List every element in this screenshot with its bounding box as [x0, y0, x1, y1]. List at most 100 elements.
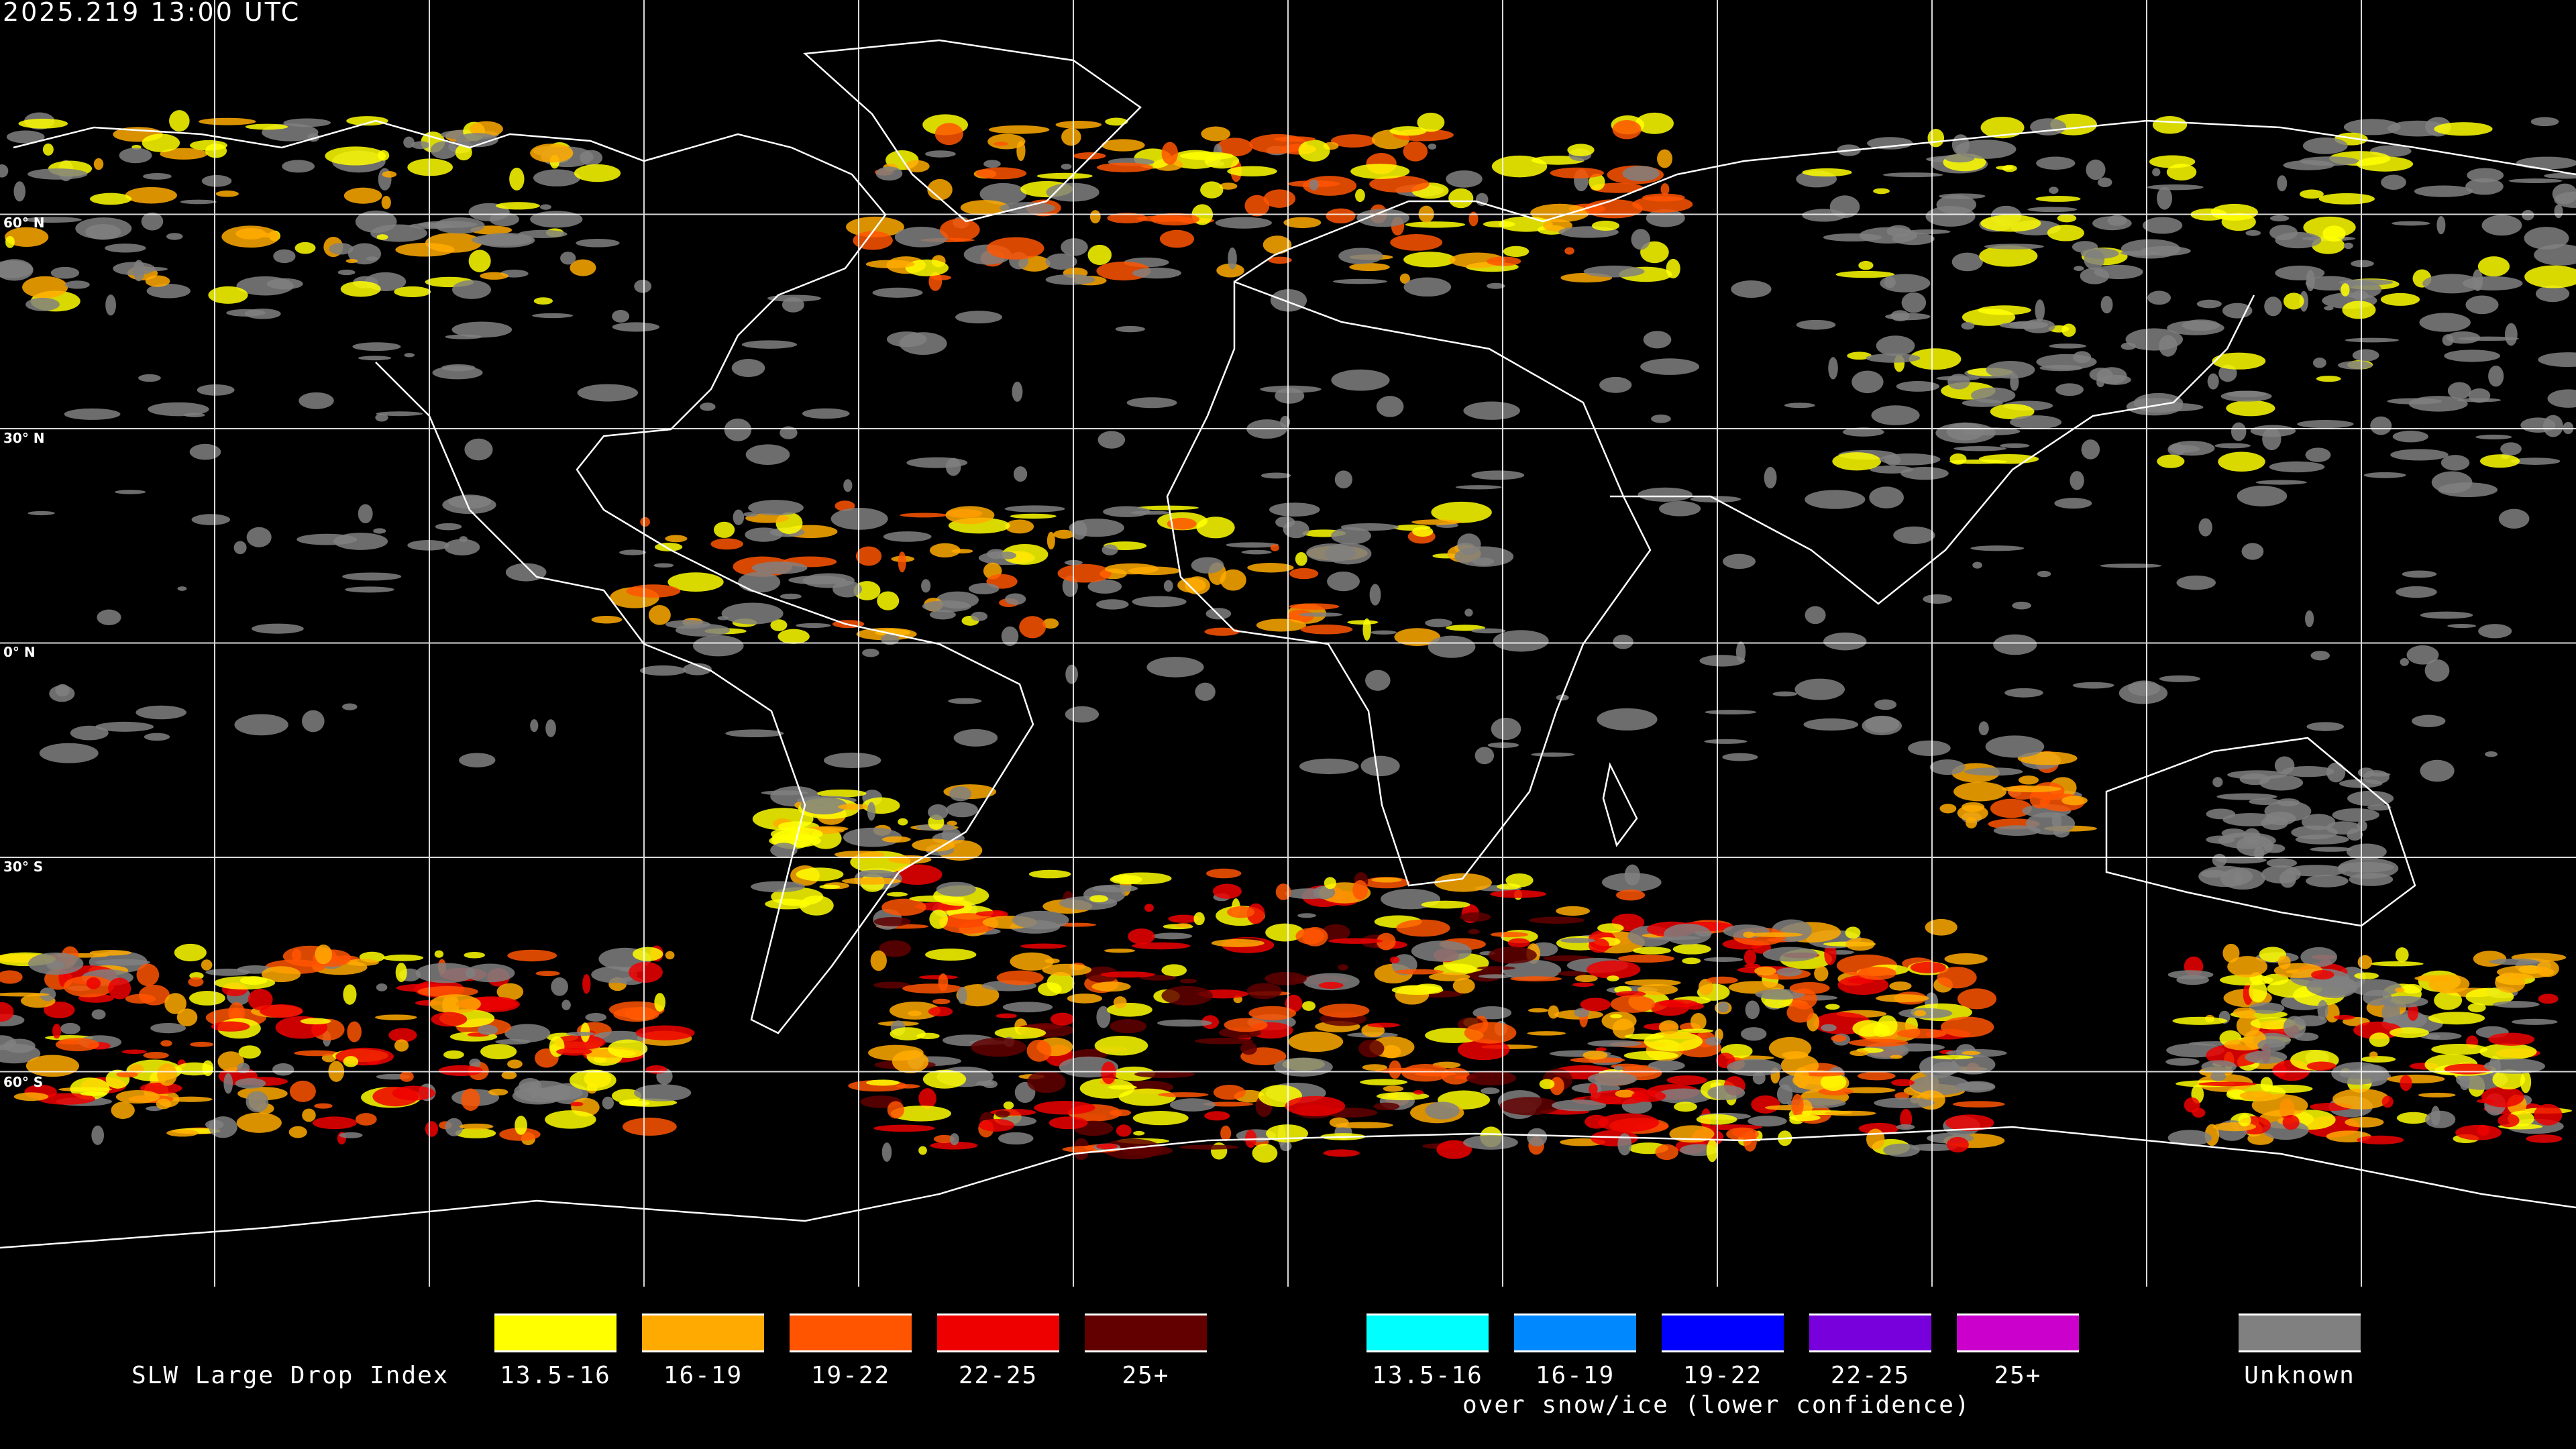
cloud-pixel-cluster: [918, 1088, 936, 1109]
cloud-pixel-cluster: [1961, 321, 1975, 330]
cloud-pixel-cluster: [1464, 608, 1473, 617]
cloud-pixel-cluster: [343, 984, 357, 1005]
cloud-pixel-cluster: [1539, 1079, 1555, 1089]
cloud-pixel-cluster: [382, 954, 424, 961]
cloud-pixel-cluster: [1588, 938, 1609, 953]
cloud-pixel-cluster: [2269, 225, 2298, 241]
cloud-pixel-cluster: [1004, 505, 1065, 513]
cloud-pixel-cluster: [2018, 775, 2039, 785]
cloud-pixel-cluster: [1936, 195, 1977, 215]
cloud-pixel-cluster: [407, 158, 453, 176]
cloud-pixel-cluster: [1676, 1028, 1714, 1033]
cloud-pixel-cluster: [38, 1093, 96, 1105]
cloud-pixel-cluster: [145, 275, 170, 287]
cloud-pixel-cluster: [2054, 498, 2092, 509]
cloud-pixel-cluster: [4, 227, 49, 247]
cloud-pixel-cluster: [2342, 301, 2376, 319]
cloud-pixel-cluster: [1161, 964, 1187, 977]
cloud-pixel-cluster: [2426, 1034, 2440, 1040]
cloud-pixel-cluster: [2447, 382, 2471, 400]
legend-class-3-label: 22-25: [958, 1362, 1038, 1389]
cloud-pixel-cluster: [1347, 620, 1379, 625]
cloud-pixel-cluster: [855, 546, 882, 566]
cloud-pixel-cluster: [2478, 624, 2512, 639]
cloud-pixel-cluster: [585, 1013, 607, 1022]
cloud-pixel-cluster: [939, 913, 999, 934]
cloud-pixel-cluster: [495, 202, 540, 210]
cloud-pixel-cluster: [201, 174, 232, 187]
cloud-pixel-cluster: [1300, 625, 1353, 635]
cloud-pixel-cluster: [1010, 513, 1057, 519]
cloud-pixel-cluster: [1050, 1012, 1075, 1026]
cloud-pixel-cluster: [955, 311, 1002, 324]
cloud-pixel-cluster: [1360, 755, 1400, 777]
cloud-pixel-cluster: [146, 284, 191, 299]
cloud-pixel-cluster: [2239, 773, 2270, 786]
cloud-pixel-cluster: [455, 133, 498, 148]
cloud-pixel-cluster: [0, 259, 34, 281]
cloud-pixel-cluster: [435, 523, 462, 531]
cloud-pixel-cluster: [515, 1116, 527, 1135]
cloud-pixel-cluster: [902, 983, 963, 994]
cloud-pixel-cluster: [1805, 490, 1866, 509]
cloud-pixel-cluster: [1132, 267, 1182, 279]
cloud-pixel-cluster: [1574, 975, 1598, 983]
cloud-pixel-cluster: [1820, 1073, 1847, 1091]
cloud-pixel-cluster: [1658, 1020, 1679, 1034]
cloud-pixel-cluster: [2431, 1044, 2488, 1055]
cloud-pixel-cluster: [2147, 184, 2204, 191]
cloud-pixel-cluster: [2431, 471, 2473, 494]
cloud-pixel-cluster: [2434, 990, 2463, 1010]
cloud-pixel-cluster: [710, 538, 743, 550]
cloud-pixel-cluster: [947, 820, 957, 826]
cloud-pixel-cluster: [28, 952, 84, 975]
cloud-pixel-cluster: [2283, 160, 2334, 170]
cloud-pixel-cluster: [956, 984, 1000, 1007]
cloud-pixel-cluster: [2535, 285, 2570, 303]
cloud-pixel-cluster: [1002, 1002, 1053, 1013]
cloud-pixel-cluster: [929, 610, 956, 620]
cloud-pixel-cluster: [140, 1082, 182, 1094]
cloud-pixel-cluster: [1132, 1111, 1189, 1126]
cloud-pixel-cluster: [945, 506, 995, 525]
cloud-pixel-cluster: [968, 583, 1000, 594]
cloud-pixel-cluster: [1919, 1055, 1957, 1079]
cloud-pixel-cluster: [25, 297, 60, 311]
cloud-pixel-cluster: [1824, 1110, 1876, 1116]
cloud-pixel-cluster: [468, 250, 491, 272]
cloud-pixel-cluster: [261, 966, 301, 983]
cloud-pixel-cluster: [452, 280, 491, 299]
cloud-pixel-cluster: [343, 187, 382, 204]
cloud-pixel-cluster: [1896, 1124, 1915, 1130]
cloud-pixel-cluster: [1073, 152, 1106, 160]
cloud-pixel-cluster: [1109, 1109, 1132, 1117]
cloud-pixel-cluster: [2387, 1074, 2445, 1084]
cloud-pixel-cluster: [800, 796, 847, 815]
cloud-pixel-cluster: [347, 1021, 362, 1042]
cloud-pixel-cluster: [1666, 258, 1680, 278]
cloud-pixel-cluster: [925, 150, 956, 158]
cloud-pixel-cluster: [1745, 1000, 1760, 1020]
cloud-pixel-cluster: [2100, 564, 2162, 568]
cloud-pixel-cluster: [315, 945, 332, 965]
cloud-pixel-cluster: [788, 576, 847, 585]
cloud-pixel-cluster: [1260, 472, 1291, 479]
cloud-pixel-cluster: [1490, 890, 1547, 898]
cloud-pixel-cluster: [2070, 471, 2084, 490]
cloud-pixel-cluster: [1755, 989, 1805, 1000]
cloud-pixel-cluster: [1937, 967, 1977, 989]
cloud-pixel-cluster: [395, 963, 407, 983]
lat-label-30s: 30° S: [3, 859, 44, 875]
cloud-pixel-cluster: [381, 195, 391, 209]
cloud-pixel-cluster: [1391, 985, 1444, 996]
cloud-pixel-cluster: [1175, 923, 1191, 928]
cloud-pixel-cluster: [1499, 1097, 1560, 1116]
cloud-pixel-cluster: [1660, 183, 1670, 195]
cloud-pixel-cluster: [780, 426, 798, 439]
cloud-pixel-cluster: [355, 210, 397, 233]
cloud-pixel-cluster: [1970, 545, 2025, 551]
cloud-pixel-cluster: [2547, 389, 2576, 408]
cloud-pixel-cluster: [654, 543, 683, 551]
cloud-pixel-cluster: [2061, 796, 2088, 806]
cloud-pixel-cluster: [2442, 334, 2454, 346]
